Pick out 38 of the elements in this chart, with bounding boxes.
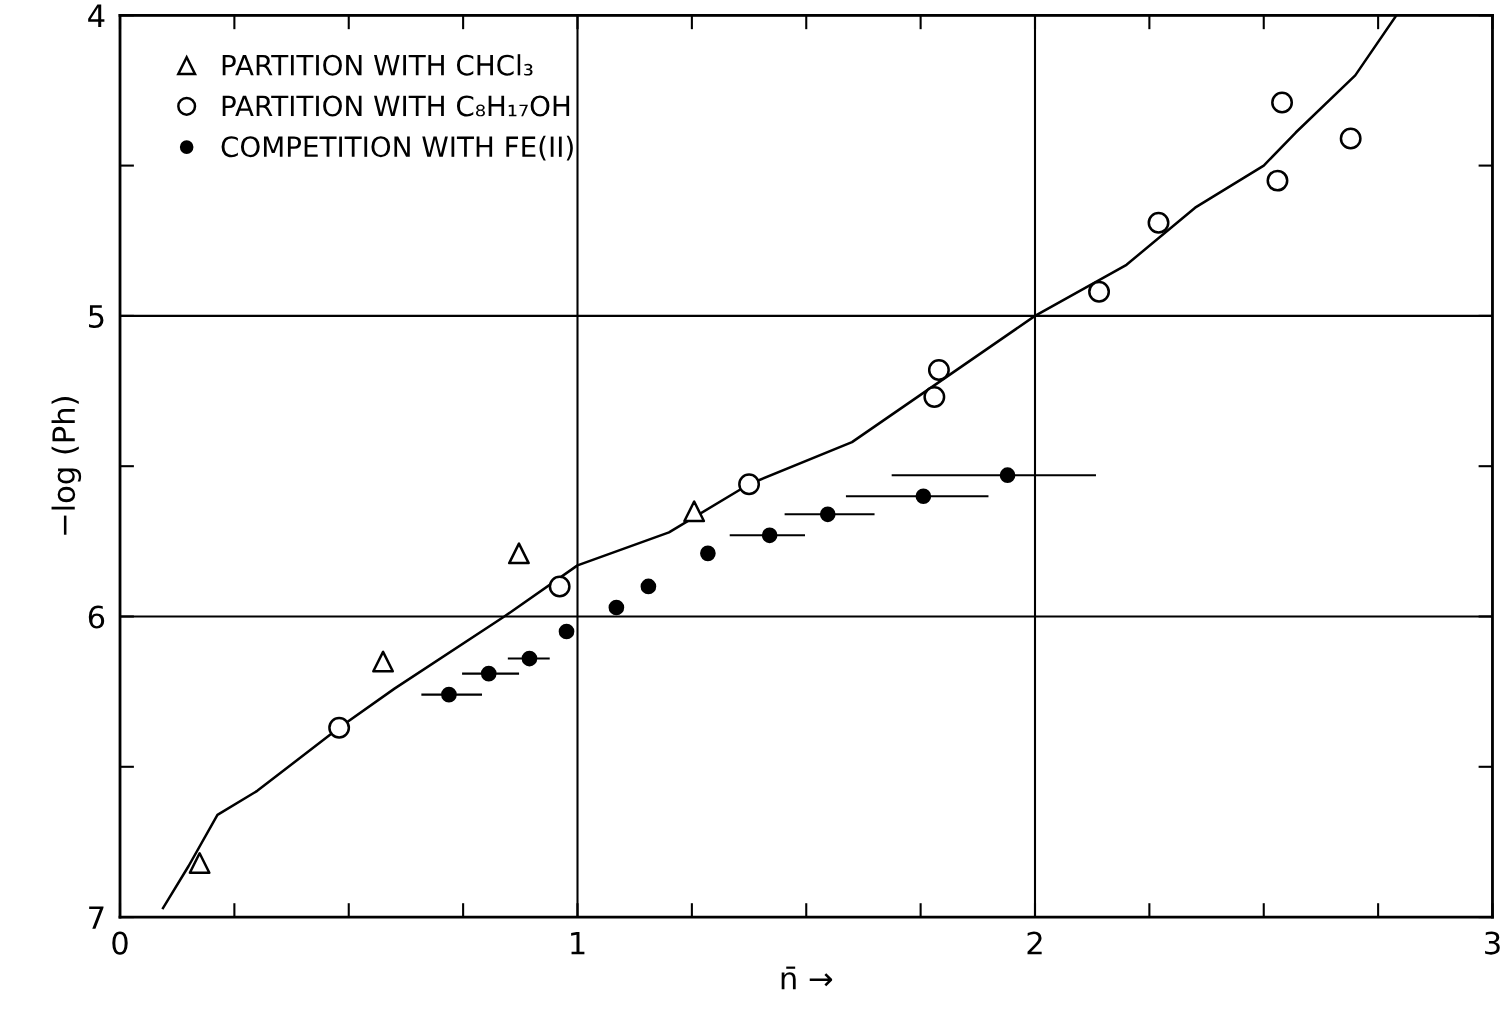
point	[1339, 127, 1362, 150]
point	[1271, 91, 1294, 114]
y-tick-label: 6	[88, 605, 105, 629]
point	[328, 716, 351, 739]
point	[372, 650, 395, 673]
point	[923, 386, 946, 409]
y-axis-title: −log (Ph)	[51, 397, 82, 535]
x-tick-label: 2	[1027, 931, 1042, 955]
point	[761, 527, 778, 544]
y-tick-label: 4	[88, 4, 105, 27]
point	[441, 686, 457, 703]
point	[188, 852, 211, 874]
point	[480, 665, 497, 682]
x-tick-label: 0	[112, 931, 128, 955]
point	[548, 575, 571, 598]
point	[915, 488, 932, 505]
point	[608, 599, 625, 616]
point	[927, 359, 950, 381]
point	[1147, 211, 1170, 234]
point	[700, 545, 716, 562]
point	[819, 506, 836, 523]
point	[999, 467, 1016, 484]
point	[640, 578, 657, 595]
point	[507, 542, 530, 565]
point	[1088, 280, 1111, 303]
point	[521, 650, 538, 667]
point	[1266, 169, 1289, 192]
legend-label: COMPETITION WITH FE(II)	[221, 135, 573, 161]
point	[738, 473, 761, 496]
y-tick-label: 5	[89, 305, 104, 328]
legend-label: PARTITION WITH C₈H₁₇OH	[222, 95, 570, 117]
y-tick-label: 7	[89, 906, 104, 929]
x-axis-title: n̄ →	[781, 966, 833, 990]
x-tick-label: 1	[571, 931, 585, 955]
point	[558, 623, 575, 640]
legend-label: PARTITION WITH CHCl₃	[222, 54, 533, 76]
x-tick-label: 3	[1485, 931, 1500, 955]
point	[683, 500, 706, 523]
